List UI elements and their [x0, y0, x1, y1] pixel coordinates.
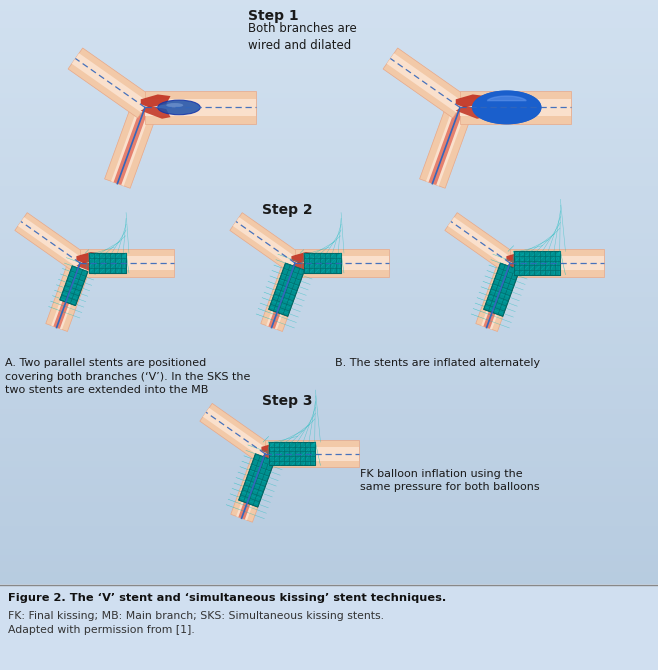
Polygon shape	[18, 217, 83, 267]
Polygon shape	[472, 91, 541, 124]
Polygon shape	[141, 94, 170, 107]
Polygon shape	[295, 249, 389, 277]
Polygon shape	[261, 452, 287, 464]
Text: B. The stents are inflated alternately: B. The stents are inflated alternately	[335, 358, 540, 369]
Ellipse shape	[166, 103, 183, 107]
Polygon shape	[448, 217, 513, 267]
Polygon shape	[231, 450, 276, 522]
Polygon shape	[456, 106, 486, 119]
Text: Step 3: Step 3	[262, 393, 313, 407]
Polygon shape	[203, 408, 268, 458]
Polygon shape	[76, 262, 101, 273]
Polygon shape	[456, 94, 486, 107]
Polygon shape	[295, 256, 389, 270]
Bar	[268, 442, 315, 466]
Text: Step 2: Step 2	[262, 203, 313, 217]
Polygon shape	[428, 106, 464, 185]
Polygon shape	[230, 212, 301, 272]
Ellipse shape	[158, 100, 200, 115]
Polygon shape	[510, 256, 603, 270]
Polygon shape	[114, 106, 149, 185]
Polygon shape	[15, 212, 86, 272]
Polygon shape	[60, 266, 88, 306]
Polygon shape	[68, 48, 152, 118]
Polygon shape	[460, 91, 570, 124]
Bar	[514, 251, 561, 275]
Polygon shape	[239, 454, 274, 507]
Polygon shape	[472, 91, 541, 124]
Polygon shape	[80, 256, 174, 270]
Text: A. Two parallel stents are positioned
covering both branches (‘V’). In the SKS t: A. Two parallel stents are positioned co…	[5, 358, 251, 395]
Polygon shape	[265, 440, 359, 468]
Polygon shape	[484, 262, 513, 329]
Polygon shape	[507, 252, 532, 263]
Polygon shape	[510, 249, 603, 277]
Polygon shape	[53, 262, 84, 329]
Text: Figure 2. The ‘V’ stent and ‘simultaneous kissing’ stent techniques.: Figure 2. The ‘V’ stent and ‘simultaneou…	[8, 594, 446, 603]
Text: FK balloon inflation using the
same pressure for both balloons: FK balloon inflation using the same pres…	[360, 469, 540, 492]
Polygon shape	[105, 103, 158, 188]
Text: FK: Final kissing; MB: Main branch; SKS: Simultaneous kissing stents.
Adapted wi: FK: Final kissing; MB: Main branch; SKS:…	[8, 612, 384, 635]
Bar	[303, 253, 341, 273]
Polygon shape	[268, 263, 305, 316]
Polygon shape	[488, 96, 526, 100]
Text: Step 1: Step 1	[248, 9, 299, 23]
Polygon shape	[291, 262, 316, 273]
Polygon shape	[460, 99, 570, 115]
Polygon shape	[236, 452, 270, 520]
Text: Both branches are
wired and dilated: Both branches are wired and dilated	[248, 22, 357, 52]
Polygon shape	[145, 99, 255, 115]
Polygon shape	[484, 263, 520, 316]
Polygon shape	[261, 443, 287, 454]
Polygon shape	[233, 217, 298, 267]
Polygon shape	[476, 259, 521, 332]
Polygon shape	[145, 91, 255, 124]
Polygon shape	[265, 447, 359, 460]
Polygon shape	[80, 249, 174, 277]
Polygon shape	[481, 261, 515, 330]
Polygon shape	[426, 105, 467, 186]
Polygon shape	[141, 106, 170, 119]
Polygon shape	[291, 252, 316, 263]
Polygon shape	[383, 48, 467, 118]
Polygon shape	[507, 262, 532, 273]
Polygon shape	[111, 105, 151, 186]
Polygon shape	[46, 259, 91, 332]
Polygon shape	[76, 252, 101, 263]
Polygon shape	[266, 261, 301, 330]
Polygon shape	[51, 261, 86, 330]
Polygon shape	[445, 212, 516, 272]
Polygon shape	[268, 262, 298, 329]
Polygon shape	[420, 103, 473, 188]
Polygon shape	[261, 259, 306, 332]
Bar	[89, 253, 126, 273]
Polygon shape	[72, 53, 149, 113]
Polygon shape	[387, 53, 464, 113]
Polygon shape	[238, 452, 268, 519]
Polygon shape	[200, 403, 271, 462]
